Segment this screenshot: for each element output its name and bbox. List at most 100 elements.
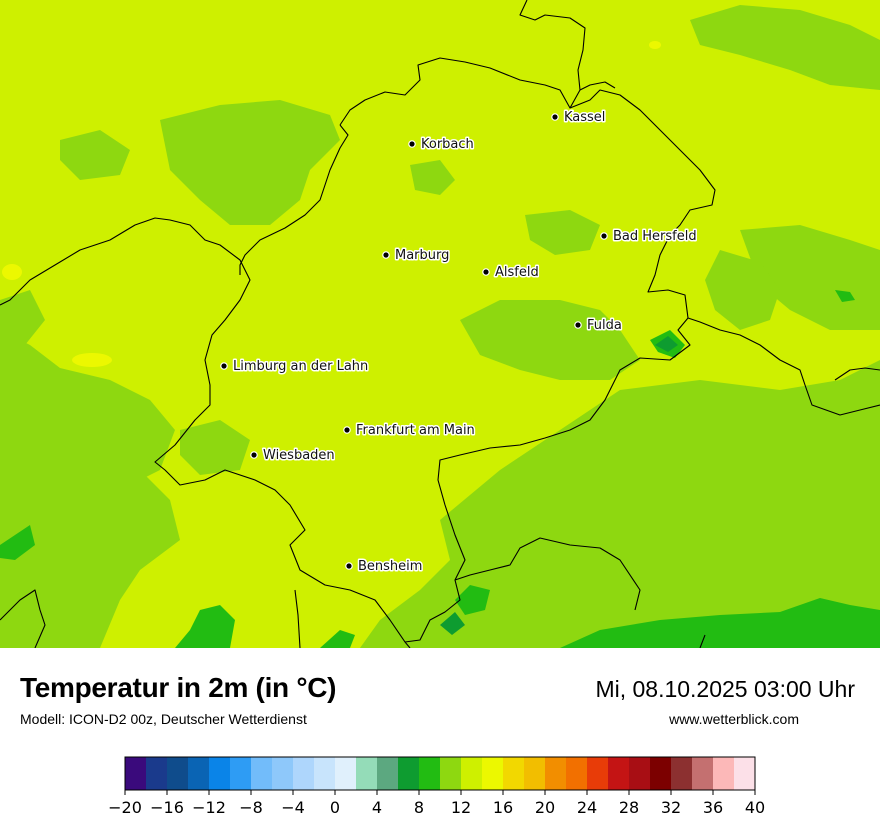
temperature-colorbar: −20 −16 −12 −8 −4 0 4 8 12 16 20 24 28 32 36 40 bbox=[108, 756, 765, 817]
colorbar-tick-label: 36 bbox=[703, 798, 723, 817]
map-title: Temperatur in 2m (in °C) bbox=[20, 672, 337, 703]
colorbar-tick-label: −4 bbox=[281, 798, 305, 817]
hesse-border bbox=[0, 0, 716, 643]
city-frankfurt-am-main: Frankfurt am Main bbox=[343, 422, 476, 440]
colorbar-tick-label: 0 bbox=[330, 798, 340, 817]
colorbar-segment bbox=[356, 757, 378, 790]
colorbar-segment bbox=[251, 757, 273, 790]
colorbar-segment bbox=[314, 757, 336, 790]
colorbar-tick-label: −20 bbox=[108, 798, 142, 817]
border-ne bbox=[579, 81, 616, 91]
colorbar-tick-label: 12 bbox=[451, 798, 471, 817]
city-wiesbaden: Wiesbaden bbox=[250, 447, 336, 465]
border-south-2 bbox=[404, 641, 411, 648]
colorbar-segment bbox=[377, 757, 399, 790]
city-korbach: Korbach bbox=[408, 136, 475, 154]
colorbar-tick-label: 40 bbox=[745, 798, 765, 817]
city-label: Alsfeld bbox=[495, 265, 539, 280]
border-south-east bbox=[454, 537, 641, 611]
colorbar-segment bbox=[461, 757, 483, 790]
state-borders bbox=[0, 0, 880, 648]
city-dot bbox=[220, 362, 228, 370]
temperature-zones-6 bbox=[440, 336, 678, 635]
colorbar-segment bbox=[209, 757, 231, 790]
border-bavaria bbox=[687, 317, 880, 416]
colorbar-segment bbox=[482, 757, 504, 790]
city-label: Korbach bbox=[421, 137, 474, 152]
border-s bbox=[294, 589, 301, 648]
colorbar-tick-label: 4 bbox=[372, 798, 382, 817]
city-bensheim: Bensheim bbox=[345, 558, 424, 576]
city-dot bbox=[408, 140, 416, 148]
city-label: Wiesbaden bbox=[263, 448, 335, 463]
temperature-zones-10 bbox=[0, 5, 880, 648]
model-info: Modell: ICON-D2 00z, Deutscher Wetterdie… bbox=[20, 711, 307, 727]
city-dot bbox=[250, 451, 258, 459]
colorbar-segment bbox=[566, 757, 588, 790]
colorbar-segment bbox=[713, 757, 735, 790]
colorbar-segment bbox=[272, 757, 294, 790]
city-dot bbox=[382, 251, 390, 259]
colorbar-segment bbox=[524, 757, 546, 790]
border-sw bbox=[0, 589, 46, 648]
city-label: Kassel bbox=[564, 110, 605, 125]
colorbar-segment bbox=[608, 757, 630, 790]
colorbar-segment bbox=[650, 757, 672, 790]
map-footer: Temperatur in 2m (in °C) Modell: ICON-D2… bbox=[0, 648, 880, 830]
hesse-border-west-north bbox=[239, 124, 349, 275]
city-limburg-an-der-lahn: Limburg an der Lahn bbox=[220, 358, 370, 376]
colorbar-tick-label: −16 bbox=[150, 798, 184, 817]
city-label: Bad Hersfeld bbox=[613, 229, 697, 244]
colorbar-tick-label: 20 bbox=[535, 798, 555, 817]
city-label: Bensheim bbox=[358, 559, 422, 574]
colorbar-segment bbox=[335, 757, 357, 790]
colorbar-tick-label: 32 bbox=[661, 798, 681, 817]
city-dot bbox=[482, 268, 490, 276]
colorbar-tick-label: −8 bbox=[239, 798, 263, 817]
colorbar-segment bbox=[419, 757, 441, 790]
forecast-datetime: Mi, 08.10.2025 03:00 Uhr bbox=[595, 676, 855, 702]
colorbar-segment bbox=[545, 757, 567, 790]
city-marburg: Marburg bbox=[382, 247, 451, 265]
colorbar-segment bbox=[293, 757, 315, 790]
website-link[interactable]: www.wetterblick.com bbox=[669, 711, 799, 727]
colorbar-segment bbox=[125, 757, 147, 790]
colorbar-segment bbox=[167, 757, 189, 790]
city-dot bbox=[343, 426, 351, 434]
city-dot bbox=[345, 562, 353, 570]
colorbar-frame bbox=[124, 756, 756, 791]
city-dot bbox=[600, 232, 608, 240]
colorbar-segment bbox=[671, 757, 693, 790]
colorbar-segment bbox=[587, 757, 609, 790]
hesse-border-north bbox=[339, 57, 571, 126]
border-se bbox=[699, 634, 706, 648]
colorbar-tick-label: −12 bbox=[192, 798, 226, 817]
colorbar-tick-label: 28 bbox=[619, 798, 639, 817]
colorbar-segment bbox=[503, 757, 525, 790]
city-label: Marburg bbox=[395, 248, 449, 263]
temperature-map: Kassel Korbach Bad Hersfeld Marburg Alsfeld F… bbox=[0, 0, 880, 648]
colorbar-segment bbox=[230, 757, 252, 790]
colorbar-tick-label: 8 bbox=[414, 798, 424, 817]
colorbar-tick-label: 16 bbox=[493, 798, 513, 817]
temperature-zones-14 bbox=[2, 41, 661, 367]
border-east bbox=[834, 367, 880, 381]
colorbar-segment bbox=[398, 757, 420, 790]
city-dot bbox=[551, 113, 559, 121]
city-label: Frankfurt am Main bbox=[356, 423, 475, 438]
city-bad-hersfeld: Bad Hersfeld bbox=[600, 228, 698, 246]
city-fulda: Fulda bbox=[574, 317, 623, 335]
colorbar-segment bbox=[734, 757, 756, 790]
colorbar-segment bbox=[146, 757, 168, 790]
colorbar-segment bbox=[692, 757, 714, 790]
city-markers: Kassel Korbach Bad Hersfeld Marburg Alsfeld F… bbox=[220, 109, 698, 576]
colorbar-segment bbox=[188, 757, 210, 790]
city-label: Limburg an der Lahn bbox=[233, 359, 368, 374]
city-label: Fulda bbox=[587, 318, 622, 333]
colorbar-segment bbox=[629, 757, 651, 790]
city-dot bbox=[574, 321, 582, 329]
city-kassel: Kassel bbox=[551, 109, 607, 127]
colorbar-segment bbox=[440, 757, 462, 790]
city-alsfeld: Alsfeld bbox=[482, 264, 540, 282]
colorbar-tick-label: 24 bbox=[577, 798, 597, 817]
